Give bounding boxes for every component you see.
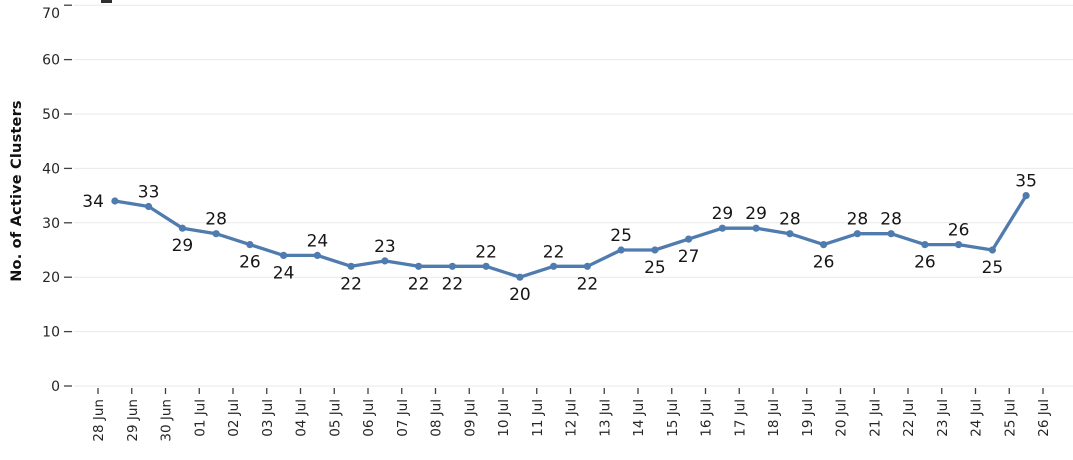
- x-axis-tick-label: 05 Jul: [327, 399, 343, 437]
- value-label: 35: [1015, 172, 1037, 192]
- x-axis-tick-label: 15 Jul: [665, 399, 681, 437]
- value-label: 20: [509, 285, 531, 305]
- value-label: 29: [745, 204, 767, 224]
- x-axis-tick-label: 30 Jun: [159, 399, 175, 442]
- x-axis-tick-label: 02 Jul: [226, 399, 242, 437]
- x-axis-tick-label: 22 Jul: [901, 399, 917, 437]
- x-axis-tick-label: 11 Jul: [530, 399, 546, 437]
- value-label: 22: [442, 274, 464, 294]
- value-label: 25: [644, 258, 666, 278]
- data-point[interactable]: [516, 273, 524, 281]
- value-label: 22: [577, 274, 599, 294]
- data-line: [113, 193, 1028, 279]
- x-axis-tick-label: 29 Jun: [125, 399, 141, 442]
- value-label: 28: [779, 210, 801, 230]
- value-label: 26: [914, 253, 936, 273]
- y-axis-tick-label: 10: [42, 325, 60, 341]
- data-point[interactable]: [246, 241, 254, 249]
- x-axis-tick-label: 07 Jul: [395, 399, 411, 437]
- y-axis-tick-label: 20: [42, 270, 60, 286]
- x-axis-tick-label: 21 Jul: [867, 399, 883, 437]
- x-axis-tick-label: 03 Jul: [260, 399, 276, 437]
- x-axis-tick-label: 17 Jul: [732, 399, 748, 437]
- value-label: 27: [678, 247, 700, 267]
- y-axis-tick-label: 60: [42, 53, 60, 69]
- value-label: 25: [610, 226, 632, 246]
- data-point[interactable]: [887, 230, 895, 238]
- x-axis-tick-label: 13 Jul: [597, 399, 613, 437]
- data-point[interactable]: [583, 262, 592, 270]
- data-point[interactable]: [347, 262, 355, 270]
- value-label: 22: [408, 274, 430, 294]
- data-point[interactable]: [111, 197, 119, 205]
- x-axis-tick-label: 06 Jul: [361, 399, 377, 437]
- y-axis-tick-label: 0: [51, 379, 60, 395]
- value-label: 22: [543, 242, 565, 262]
- x-axis-tick-label: 10 Jul: [496, 399, 512, 437]
- y-axis-tick-label: 70: [42, 6, 60, 22]
- x-axis-tick-label: 28 Jun: [91, 399, 107, 442]
- value-label: 29: [172, 236, 194, 256]
- data-point[interactable]: [1022, 192, 1030, 200]
- x-axis-tick-label: 18 Jul: [766, 399, 782, 437]
- data-point[interactable]: [482, 262, 490, 270]
- value-label: 23: [374, 237, 396, 257]
- data-point[interactable]: [178, 224, 186, 232]
- value-label: 29: [712, 204, 734, 224]
- value-label: 22: [475, 242, 497, 262]
- x-axis-tick-label: 08 Jul: [429, 399, 445, 437]
- value-label: 22: [340, 274, 362, 294]
- value-label: 34: [82, 192, 104, 212]
- data-point[interactable]: [448, 262, 456, 270]
- data-point[interactable]: [313, 251, 321, 259]
- cropped-ui-fragment: [101, 0, 112, 3]
- value-label: 28: [205, 210, 227, 230]
- data-point[interactable]: [381, 257, 389, 265]
- y-axis-tick-label: 50: [42, 107, 60, 123]
- data-point[interactable]: [988, 246, 997, 254]
- value-label: 26: [948, 221, 970, 241]
- data-point[interactable]: [212, 230, 220, 238]
- data-point[interactable]: [617, 246, 625, 254]
- data-point[interactable]: [718, 224, 727, 232]
- value-label: 28: [847, 210, 869, 230]
- x-axis-tick-label: 09 Jul: [462, 399, 478, 437]
- data-point[interactable]: [752, 224, 760, 232]
- data-point[interactable]: [685, 235, 693, 243]
- data-point[interactable]: [955, 241, 963, 249]
- value-label: 26: [239, 253, 261, 273]
- data-point[interactable]: [145, 202, 153, 211]
- value-label: 33: [138, 183, 160, 203]
- y-axis-tick-label: 40: [42, 161, 60, 177]
- value-label: 24: [273, 263, 295, 283]
- x-axis-tick-label: 12 Jul: [564, 399, 580, 437]
- data-point[interactable]: [786, 230, 794, 238]
- data-point[interactable]: [820, 241, 828, 249]
- data-point[interactable]: [651, 246, 659, 254]
- x-axis-tick-label: 26 Jul: [1036, 399, 1052, 437]
- data-point[interactable]: [853, 230, 862, 238]
- data-point[interactable]: [921, 241, 929, 249]
- x-axis-tick-label: 16 Jul: [699, 399, 715, 437]
- value-label: 25: [982, 258, 1004, 278]
- x-axis-tick-label: 01 Jul: [192, 399, 208, 437]
- value-label: 26: [813, 253, 835, 273]
- x-axis-tick-label: 25 Jul: [1002, 399, 1018, 437]
- y-axis-tick-label: 30: [42, 216, 60, 232]
- value-label: 28: [880, 210, 902, 230]
- x-axis-tick-label: 23 Jul: [935, 399, 951, 437]
- x-axis-tick-label: 14 Jul: [631, 399, 647, 437]
- x-axis-tick-label: 20 Jul: [834, 399, 850, 437]
- x-axis-tick-label: 24 Jul: [969, 399, 985, 437]
- x-axis-tick-label: 19 Jul: [800, 399, 816, 437]
- data-point[interactable]: [280, 251, 288, 259]
- data-point[interactable]: [415, 262, 423, 270]
- x-axis-tick-label: 04 Jul: [294, 399, 310, 437]
- value-label: 24: [307, 231, 329, 251]
- data-point[interactable]: [550, 262, 558, 270]
